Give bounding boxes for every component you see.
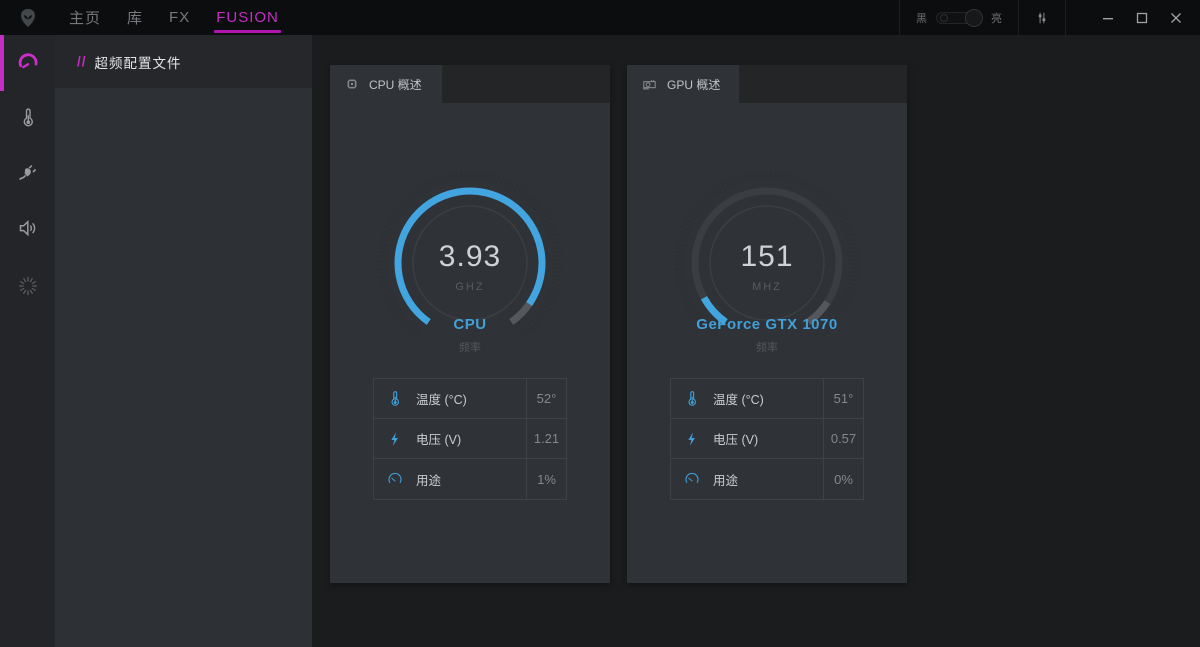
nav-library-label: 库 xyxy=(127,10,144,27)
stat-label: 电压 (V) xyxy=(416,433,462,447)
bolt-icon xyxy=(671,431,713,447)
tab-cpu-overview[interactable]: CPU 概述 xyxy=(330,65,442,103)
stat-value: 51° xyxy=(823,379,863,418)
profiles-panel: // 超频配置文件 xyxy=(55,35,312,647)
sidebar-item-power[interactable] xyxy=(0,148,55,198)
stat-label: 用途 xyxy=(416,473,442,488)
panel-header: // 超频配置文件 xyxy=(55,35,312,88)
gpu-card-tabstrip: GPU 概述 xyxy=(627,65,907,103)
speedometer-icon xyxy=(18,53,37,69)
gpu-gauge: 151 MHZ GeForce GTX 1070 频率 xyxy=(667,163,867,363)
cpu-card-body: 3.93 GHZ CPU 频率 温度 (°C) 52° 电压 (V) 1.21 xyxy=(330,103,610,583)
tune-sliders-icon xyxy=(1038,12,1046,23)
window-controls xyxy=(1066,0,1200,35)
panel-title: 超频配置文件 xyxy=(94,55,182,71)
alienware-logo[interactable] xyxy=(0,0,56,35)
stat-value: 1.21 xyxy=(526,419,566,458)
cpu-chip-icon xyxy=(347,79,357,89)
cpu-gauge: 3.93 GHZ CPU 频率 xyxy=(370,163,570,363)
toggle-ring xyxy=(940,13,948,22)
speaker-icon xyxy=(19,220,35,237)
gpu-name-label: GeForce GTX 1070 xyxy=(696,316,838,333)
gpu-frequency-label: 频率 xyxy=(756,342,778,354)
gpu-gauge-unit: MHZ xyxy=(752,281,782,293)
theme-dark-label: 黑 xyxy=(916,12,927,25)
nav-home-label: 主页 xyxy=(69,10,102,27)
main-nav: 主页 库 FX FUSION xyxy=(56,0,292,35)
tab-gpu-overview[interactable]: GPU 概述 xyxy=(627,65,739,103)
sidebar-item-lighting[interactable] xyxy=(0,261,55,311)
sun-burst-icon xyxy=(18,277,37,295)
sidebar-item-thermal[interactable] xyxy=(0,93,55,143)
cpu-gauge-dial xyxy=(377,170,563,339)
gpu-gauge-dial xyxy=(674,170,860,339)
header-slashes: // xyxy=(77,54,87,69)
thermometer-icon xyxy=(671,390,713,408)
stat-value: 52° xyxy=(526,379,566,418)
gauge-icon xyxy=(671,470,713,488)
gpu-usage-row: 用途 0% xyxy=(671,459,863,499)
cpu-voltage-row: 电压 (V) 1.21 xyxy=(374,419,566,459)
settings-sliders-button[interactable] xyxy=(1019,0,1066,35)
minimize-icon xyxy=(1103,17,1113,19)
tab-cpu-label: CPU 概述 xyxy=(369,77,422,92)
nav-fusion[interactable]: FUSION xyxy=(203,0,292,35)
cpu-temp-row: 温度 (°C) 52° xyxy=(374,379,566,419)
gauge-icon xyxy=(374,470,416,488)
title-bar: 主页 库 FX FUSION 黑 亮 xyxy=(0,0,1200,35)
stat-label: 温度 (°C) xyxy=(416,393,467,407)
stat-value: 0.57 xyxy=(823,419,863,458)
stat-label: 电压 (V) xyxy=(713,433,759,447)
sidebar-item-overclock[interactable] xyxy=(0,35,55,91)
cpu-gauge-value: 3.93 xyxy=(438,240,502,273)
toggle-knob[interactable] xyxy=(965,8,983,27)
cpu-card-tabstrip: CPU 概述 xyxy=(330,65,610,103)
active-tab-underline xyxy=(214,30,281,33)
thermometer-icon xyxy=(374,390,416,408)
power-plug-icon xyxy=(18,165,36,180)
alien-head-icon xyxy=(21,8,35,27)
close-button[interactable] xyxy=(1162,6,1190,30)
nav-fx-label: FX xyxy=(169,9,191,26)
gpu-stats-table: 温度 (°C) 51° 电压 (V) 0.57 用途 0% xyxy=(670,378,864,500)
gpu-gauge-value: 151 xyxy=(740,240,794,273)
maximize-button[interactable] xyxy=(1128,6,1156,30)
stat-label: 用途 xyxy=(713,473,739,488)
nav-home[interactable]: 主页 xyxy=(56,0,114,35)
tab-gpu-label: GPU 概述 xyxy=(667,77,721,92)
minimize-button[interactable] xyxy=(1094,6,1122,30)
bolt-icon xyxy=(374,431,416,447)
gpu-temp-row: 温度 (°C) 51° xyxy=(671,379,863,419)
nav-fusion-label: FUSION xyxy=(216,9,279,26)
cpu-frequency-label: 频率 xyxy=(459,342,481,354)
theme-toggle-group: 黑 亮 xyxy=(899,0,1019,35)
cpu-overview-card: CPU 概述 3.93 GHZ CPU 频率 温度 (°C) 52° xyxy=(330,65,610,583)
theme-toggle[interactable] xyxy=(936,8,983,27)
gpu-card-icon xyxy=(643,79,656,89)
sidebar-rail xyxy=(0,35,55,647)
close-icon xyxy=(1171,12,1181,23)
nav-fx[interactable]: FX xyxy=(156,0,203,35)
maximize-icon xyxy=(1136,12,1148,23)
nav-library[interactable]: 库 xyxy=(114,0,156,35)
cpu-gauge-unit: GHZ xyxy=(455,281,485,293)
stat-label: 温度 (°C) xyxy=(713,393,764,407)
gpu-overview-card: GPU 概述 151 MHZ GeForce GTX 1070 频率 温度 (°… xyxy=(627,65,907,583)
theme-light-label: 亮 xyxy=(991,12,1002,25)
gpu-card-body: 151 MHZ GeForce GTX 1070 频率 温度 (°C) 51° … xyxy=(627,103,907,583)
stat-value: 0% xyxy=(823,459,863,499)
stat-value: 1% xyxy=(526,459,566,499)
cpu-usage-row: 用途 1% xyxy=(374,459,566,499)
thermometer-icon xyxy=(23,108,33,127)
cpu-name-label: CPU xyxy=(453,316,487,333)
gpu-voltage-row: 电压 (V) 0.57 xyxy=(671,419,863,459)
sidebar-item-audio[interactable] xyxy=(0,203,55,253)
cpu-stats-table: 温度 (°C) 52° 电压 (V) 1.21 用途 1% xyxy=(373,378,567,500)
titlebar-right: 黑 亮 xyxy=(899,0,1200,35)
